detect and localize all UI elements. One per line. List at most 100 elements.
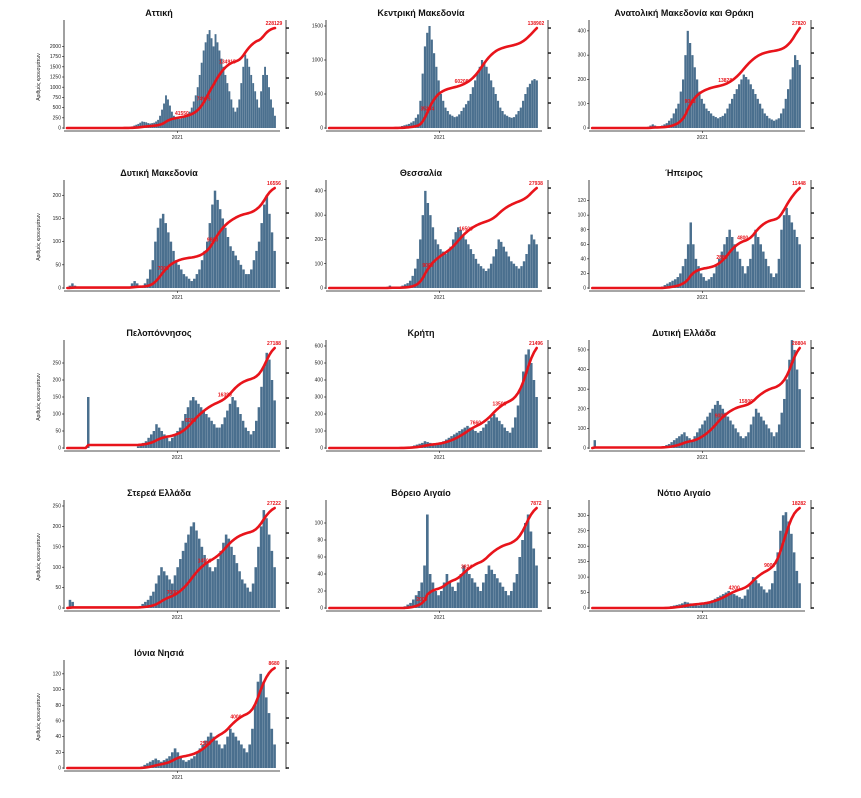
bar — [252, 431, 254, 448]
bar — [755, 580, 758, 608]
bar — [493, 414, 496, 448]
bar — [761, 109, 763, 128]
bar — [488, 74, 490, 128]
y-tick-label: 40 — [317, 572, 323, 578]
bar — [783, 399, 785, 448]
bar — [733, 594, 736, 608]
bar — [736, 252, 738, 288]
bar — [477, 433, 480, 448]
bar — [240, 265, 242, 288]
bar — [254, 567, 257, 608]
bar — [508, 117, 510, 128]
bar — [750, 84, 752, 128]
bar — [497, 101, 499, 128]
bar — [475, 259, 477, 288]
y-tick-label: 200 — [315, 237, 324, 243]
bar — [432, 583, 435, 609]
bar — [434, 591, 437, 608]
y-tick-label: 50 — [55, 262, 61, 268]
bar — [738, 84, 740, 128]
bar — [429, 215, 431, 288]
bar — [182, 551, 185, 608]
cumulative-annotation: 2500 — [200, 741, 211, 747]
bar — [772, 277, 774, 288]
bar — [438, 80, 440, 128]
bar — [495, 94, 497, 128]
bar — [710, 113, 712, 128]
bar — [205, 42, 207, 128]
bar — [179, 559, 182, 608]
y-tick-label: 500 — [53, 105, 62, 111]
bar — [246, 588, 249, 608]
bar — [195, 530, 198, 608]
bar — [506, 431, 509, 448]
bar — [262, 682, 265, 768]
bar — [198, 269, 200, 288]
cumulative-annotation: 4000 — [230, 715, 241, 721]
y-tick-label: 80 — [580, 227, 586, 233]
bar — [799, 65, 801, 128]
bar — [535, 397, 538, 448]
bar — [723, 244, 725, 288]
bar — [273, 251, 275, 288]
bar — [715, 117, 717, 128]
bar — [700, 273, 702, 288]
bar — [224, 744, 227, 768]
bar — [247, 274, 249, 288]
bar — [752, 244, 754, 288]
bar — [768, 118, 770, 128]
bar — [513, 583, 516, 609]
bar — [766, 116, 768, 128]
bar — [700, 605, 703, 608]
bar — [193, 279, 195, 288]
cumulative-annotation: 35204 — [420, 107, 434, 113]
bar — [470, 94, 472, 128]
x-tick-label: 2021 — [434, 135, 445, 141]
bar — [793, 552, 796, 608]
cumulative-end-label: 27222 — [267, 501, 281, 507]
bar — [266, 353, 268, 448]
bar — [235, 256, 237, 288]
bar — [500, 242, 502, 288]
bar — [203, 50, 205, 128]
x-tick-label: 2021 — [697, 135, 708, 141]
y-tick-label: 100 — [315, 429, 324, 435]
bar — [474, 80, 476, 128]
y-tick-label: 1500 — [50, 64, 61, 70]
bar — [205, 414, 207, 448]
bar — [495, 249, 497, 288]
bar — [483, 63, 485, 128]
bar — [740, 436, 742, 448]
x-tick-label: 2021 — [172, 455, 183, 461]
bar — [229, 729, 232, 768]
bar — [765, 259, 767, 288]
bar — [752, 89, 754, 128]
y-tick-label: 1750 — [50, 54, 61, 60]
bar — [749, 583, 752, 608]
bar — [244, 55, 246, 128]
bar — [474, 431, 477, 448]
cumulative-annotation: 7000 — [158, 266, 169, 272]
bar — [431, 40, 433, 128]
bar — [454, 591, 457, 608]
bar — [745, 77, 747, 128]
cumulative-end-label: 138902 — [528, 21, 545, 27]
bar — [498, 421, 501, 448]
cumulative-end-label: 27188 — [267, 341, 281, 347]
y-tick-label: 200 — [578, 77, 587, 83]
bar — [499, 108, 501, 128]
bar — [256, 99, 258, 128]
bar — [257, 547, 260, 608]
bar — [750, 424, 752, 448]
bar — [775, 273, 777, 288]
bar — [703, 604, 706, 608]
cumulative-annotation: 3824 — [461, 564, 472, 570]
bar — [252, 83, 254, 128]
bar — [268, 713, 271, 768]
y-tick-label: 300 — [578, 53, 587, 59]
bar — [701, 99, 703, 128]
bar — [683, 432, 685, 448]
